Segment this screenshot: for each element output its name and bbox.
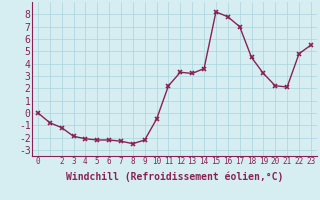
X-axis label: Windchill (Refroidissement éolien,°C): Windchill (Refroidissement éolien,°C) [66,172,283,182]
